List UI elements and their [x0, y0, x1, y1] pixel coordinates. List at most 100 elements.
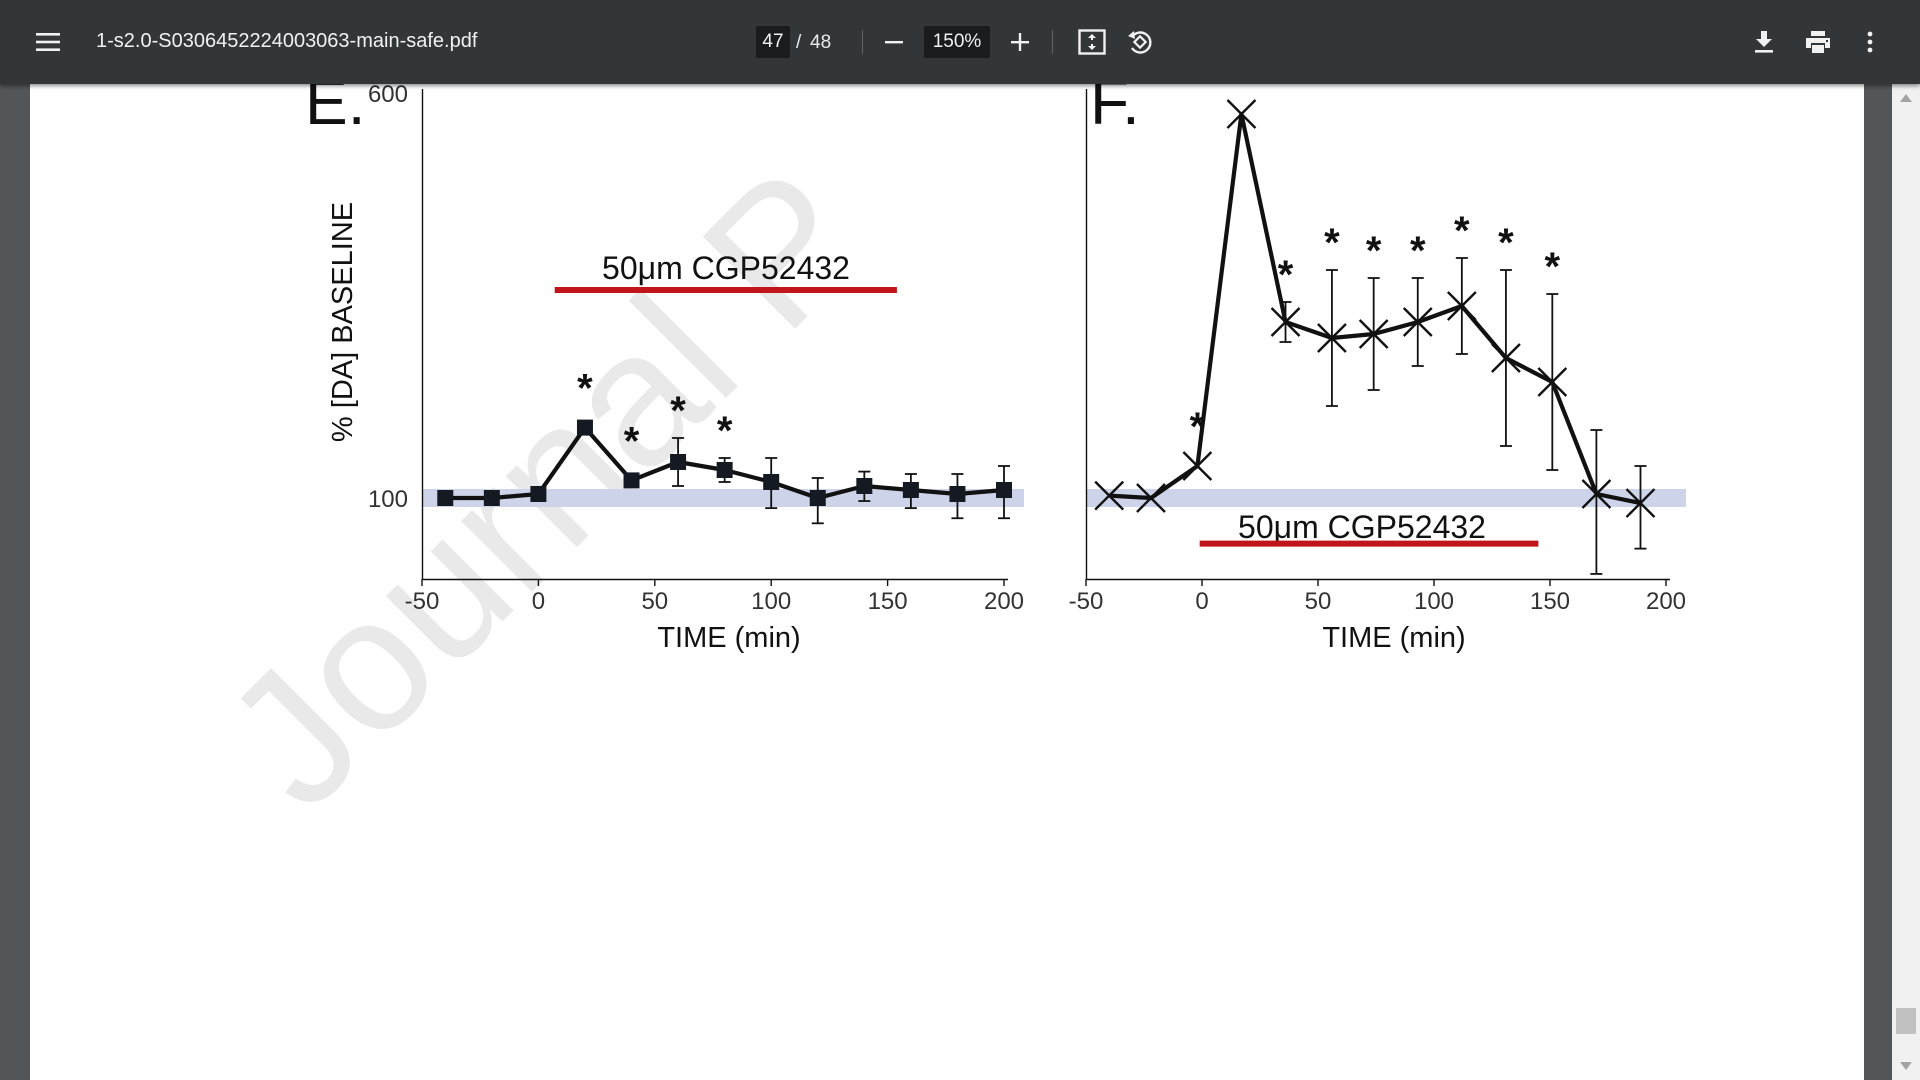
significance-star: *	[717, 409, 733, 453]
data-point-x-stroke	[1581, 479, 1612, 509]
data-point-x-stroke	[1537, 367, 1568, 397]
panel-label: E.	[305, 84, 365, 138]
x-tick-label: 0	[1195, 588, 1208, 615]
print-button[interactable]	[1796, 20, 1840, 64]
data-point-x-stroke	[1226, 99, 1257, 129]
y-axis-label: % [DA] BASELINE	[327, 202, 359, 442]
x-tick-label: 50	[641, 588, 668, 615]
page-total: 48	[810, 32, 832, 53]
pdf-page: Journal P E. % [DA] BASELINE TIME (min) …	[30, 84, 1864, 1080]
x-tick-label: 100	[1414, 588, 1454, 615]
scrollbar-thumb[interactable]	[1896, 1008, 1916, 1034]
significance-star: *	[1278, 253, 1294, 297]
significance-star: *	[1366, 229, 1382, 273]
significance-star: *	[577, 367, 593, 411]
download-button[interactable]	[1742, 20, 1786, 64]
data-point-x	[1358, 319, 1389, 349]
baseline-band	[1086, 489, 1686, 507]
data-point-x	[1182, 451, 1213, 481]
data-point-x	[1625, 488, 1656, 518]
data-point-x	[1226, 99, 1257, 129]
data-point-x-stroke	[1625, 488, 1656, 518]
x-tick-label: 50	[1305, 588, 1332, 615]
significance-star: *	[1410, 229, 1426, 273]
pdf-toolbar: 1-s2.0-S0306452224003063-main-safe.pdf 4…	[0, 0, 1920, 84]
data-point-x	[1270, 307, 1301, 337]
significance-star: *	[1454, 209, 1470, 253]
menu-button[interactable]	[26, 20, 70, 64]
download-icon	[1755, 31, 1773, 53]
data-point-x-stroke	[1182, 451, 1213, 481]
figure-canvas: Journal P E. % [DA] BASELINE TIME (min) …	[185, 84, 1686, 847]
data-point-x-stroke	[1094, 480, 1125, 511]
menu-icon	[36, 33, 60, 51]
page-number-input[interactable]: 47	[756, 26, 790, 58]
x-tick-label: 150	[1530, 588, 1570, 615]
data-point-x	[1317, 323, 1347, 353]
data-point-x	[1446, 291, 1477, 321]
significance-star: *	[1545, 245, 1561, 289]
print-icon	[1806, 31, 1830, 53]
rotate-icon	[1128, 31, 1152, 54]
toolbar-divider	[1052, 30, 1053, 54]
x-tick-label: -50	[1069, 588, 1104, 615]
data-point-x	[1094, 480, 1125, 511]
fit-to-page-icon	[1078, 29, 1106, 55]
data-point-x-stroke	[1270, 307, 1301, 337]
drug-annotation-label: 50μm CGP52432	[602, 250, 850, 286]
baseline-band	[422, 489, 1024, 507]
toolbar-divider	[862, 30, 863, 54]
x-axis-label: TIME (min)	[657, 622, 800, 654]
document-title: 1-s2.0-S0306452224003063-main-safe.pdf	[96, 30, 478, 52]
data-point-x	[1136, 483, 1166, 513]
chart-panel-e: E. % [DA] BASELINE TIME (min) 50μm CGP52…	[305, 84, 1024, 654]
data-point-square	[949, 486, 966, 502]
data-point-x	[1491, 343, 1521, 373]
plus-icon	[1011, 33, 1029, 51]
data-point-square	[856, 478, 873, 494]
significance-star: *	[1498, 221, 1514, 265]
scroll-up-arrow-icon[interactable]	[1900, 94, 1912, 102]
scroll-down-arrow-icon[interactable]	[1900, 1062, 1912, 1070]
zoom-out-button[interactable]	[872, 20, 916, 64]
more-vert-icon	[1867, 31, 1873, 53]
data-point-x	[1402, 307, 1433, 337]
data-point-square	[716, 462, 733, 478]
significance-star: *	[670, 389, 686, 433]
fit-to-page-button[interactable]	[1070, 20, 1114, 64]
x-tick-label: 0	[532, 588, 545, 615]
data-point-x-stroke	[1136, 483, 1166, 513]
more-options-button[interactable]	[1848, 20, 1892, 64]
chart-panel-f: F. TIME (min) 50μm CGP52432 -50 0 50 100 150…	[1069, 84, 1686, 654]
vertical-scrollbar[interactable]	[1892, 84, 1920, 1080]
rotate-button[interactable]	[1118, 20, 1162, 64]
data-point-x	[1581, 479, 1612, 509]
zoom-in-button[interactable]	[998, 20, 1042, 64]
drug-annotation-label: 50μm CGP52432	[1238, 509, 1486, 545]
data-point-square	[576, 419, 593, 436]
data-point-x	[1537, 367, 1568, 397]
data-point-x-stroke	[1358, 319, 1389, 349]
x-tick-label: -50	[405, 588, 440, 615]
x-tick-label: 150	[868, 588, 908, 615]
panel-label: F.	[1090, 84, 1140, 138]
data-point-square	[902, 482, 919, 498]
data-point-square	[670, 454, 687, 470]
data-point-square	[483, 490, 500, 506]
x-tick-label: 200	[1646, 588, 1686, 615]
data-point-square	[763, 474, 780, 490]
data-point-square	[809, 490, 826, 506]
data-point-x-stroke	[1402, 307, 1433, 337]
zoom-level-input[interactable]: 150%	[924, 26, 990, 58]
x-axis-label: TIME (min)	[1322, 622, 1465, 654]
data-point-x-stroke	[1317, 323, 1347, 353]
significance-star: *	[1190, 405, 1206, 449]
data-point-x-stroke	[1446, 291, 1477, 321]
data-point-square	[623, 472, 640, 489]
minus-icon	[885, 41, 903, 44]
data-point-square	[530, 486, 547, 502]
data-point-square	[437, 490, 454, 506]
page-separator: /	[796, 32, 802, 53]
x-tick-label: 200	[984, 588, 1024, 615]
y-tick-label: 100	[368, 486, 408, 513]
